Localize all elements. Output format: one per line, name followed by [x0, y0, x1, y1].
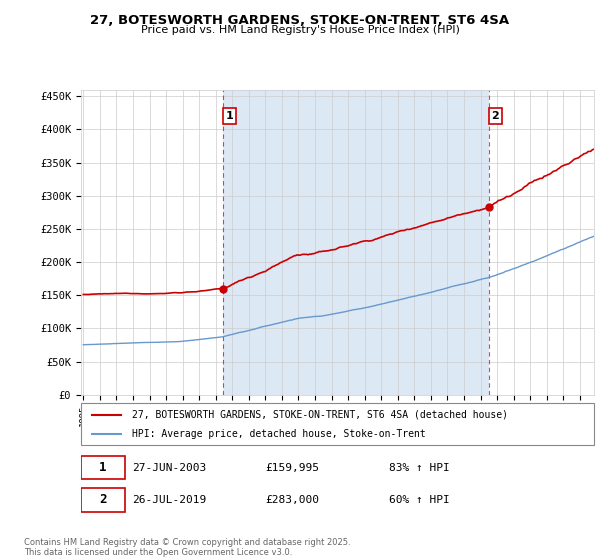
Text: £283,000: £283,000: [266, 495, 320, 505]
Text: 83% ↑ HPI: 83% ↑ HPI: [389, 463, 449, 473]
Text: Contains HM Land Registry data © Crown copyright and database right 2025.
This d: Contains HM Land Registry data © Crown c…: [24, 538, 350, 557]
Text: 1: 1: [99, 461, 107, 474]
FancyBboxPatch shape: [81, 488, 125, 512]
Text: 26-JUL-2019: 26-JUL-2019: [133, 495, 206, 505]
Text: 60% ↑ HPI: 60% ↑ HPI: [389, 495, 449, 505]
Text: HPI: Average price, detached house, Stoke-on-Trent: HPI: Average price, detached house, Stok…: [133, 429, 426, 439]
FancyBboxPatch shape: [81, 456, 125, 479]
Text: Price paid vs. HM Land Registry's House Price Index (HPI): Price paid vs. HM Land Registry's House …: [140, 25, 460, 35]
Bar: [223, 90, 489, 395]
Text: 27-JUN-2003: 27-JUN-2003: [133, 463, 206, 473]
Text: £159,995: £159,995: [266, 463, 320, 473]
Text: 27, BOTESWORTH GARDENS, STOKE-ON-TRENT, ST6 4SA: 27, BOTESWORTH GARDENS, STOKE-ON-TRENT, …: [91, 14, 509, 27]
Text: 27, BOTESWORTH GARDENS, STOKE-ON-TRENT, ST6 4SA (detached house): 27, BOTESWORTH GARDENS, STOKE-ON-TRENT, …: [133, 409, 508, 419]
FancyBboxPatch shape: [81, 403, 594, 445]
Text: 1: 1: [226, 111, 233, 121]
Text: 2: 2: [491, 111, 499, 121]
Text: 2: 2: [99, 493, 107, 506]
